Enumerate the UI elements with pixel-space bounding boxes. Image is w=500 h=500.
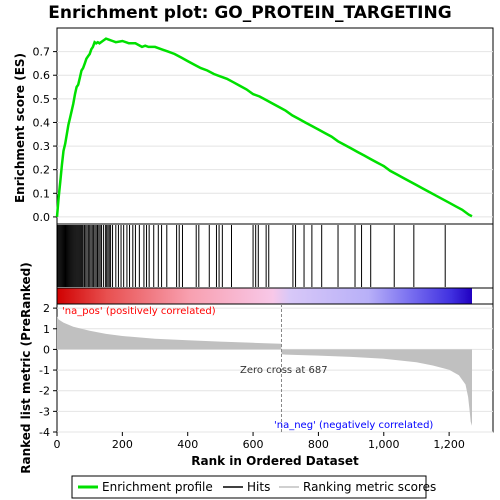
legend-label-enrichment: Enrichment profile <box>102 480 213 494</box>
zero-cross-label: Zero cross at 687 <box>240 365 328 376</box>
legend-label-ranking: Ranking metric scores <box>303 480 436 494</box>
metric-y-tick-label: -2 <box>39 385 50 398</box>
x-tick-label: 600 <box>243 438 264 451</box>
es-curve-group <box>55 37 473 218</box>
x-tick-label: 1,200 <box>433 438 465 451</box>
negative-correlation-label: 'na_neg' (negatively correlated) <box>274 420 433 431</box>
es-y-ticks: 0.0 0.1 0.2 0.3 0.4 0.5 0.6 0.7 <box>33 46 57 224</box>
es-y-tick-label: 0.1 <box>33 187 51 200</box>
x-tick-label: 0 <box>54 438 61 451</box>
es-y-axis-label: Enrichment score (ES) <box>13 53 27 203</box>
legend-label-hits: Hits <box>247 480 270 494</box>
es-gridlines <box>57 51 493 218</box>
es-plot-area <box>56 27 494 225</box>
hits-lines-group <box>57 225 446 287</box>
x-axis-label: Rank in Ordered Dataset <box>191 454 359 468</box>
legend: Enrichment profile Hits Ranking metric s… <box>71 475 436 499</box>
es-y-tick-label: 0.6 <box>33 69 51 82</box>
hits-panel <box>56 223 494 289</box>
rank-color-bar <box>56 287 494 305</box>
metric-y-tick-label: -3 <box>39 405 50 418</box>
es-y-tick-label: 0.5 <box>33 93 51 106</box>
metric-y-axis-label: Ranked list metric (PreRanked) <box>19 262 33 474</box>
es-y-tick-label: 0.4 <box>33 116 51 129</box>
metric-y-tick-label: -1 <box>39 364 50 377</box>
es-y-tick-label: 0.7 <box>33 46 51 59</box>
x-tick-label: 200 <box>112 438 133 451</box>
metric-y-tick-label: 1 <box>43 323 50 336</box>
es-y-tick-label: 0.0 <box>33 211 51 224</box>
x-tick-label: 800 <box>308 438 329 451</box>
metric-plot-area <box>56 303 494 433</box>
metric-panel: -4 -3 -2 -1 0 1 2 0 200 400 600 800 1,000 1,200 'na_… <box>19 262 494 474</box>
metric-y-tick-label: 2 <box>43 302 50 315</box>
color-gradient <box>57 288 472 304</box>
legend-box <box>71 475 427 499</box>
metric-area-fill <box>57 316 472 426</box>
es-y-tick-label: 0.3 <box>33 140 51 153</box>
x-tick-label: 400 <box>177 438 198 451</box>
metric-y-tick-label: 0 <box>43 343 50 356</box>
es-panel: 0.0 0.1 0.2 0.3 0.4 0.5 0.6 0.7 Enrichment scor… <box>13 27 494 225</box>
positive-correlation-label: 'na_pos' (positively correlated) <box>62 306 216 317</box>
es-y-tick-label: 0.2 <box>33 164 51 177</box>
metric-y-tick-label: -4 <box>39 426 50 439</box>
hits-area <box>56 223 494 289</box>
chart-title: Enrichment plot: GO_PROTEIN_TARGETING <box>48 3 451 23</box>
enrichment-profile-line <box>55 37 473 218</box>
x-tick-label: 1,000 <box>368 438 400 451</box>
metric-x-ticks: 0 200 400 600 800 1,000 1,200 <box>54 432 465 451</box>
metric-y-ticks: -4 -3 -2 -1 0 1 2 <box>39 302 57 439</box>
